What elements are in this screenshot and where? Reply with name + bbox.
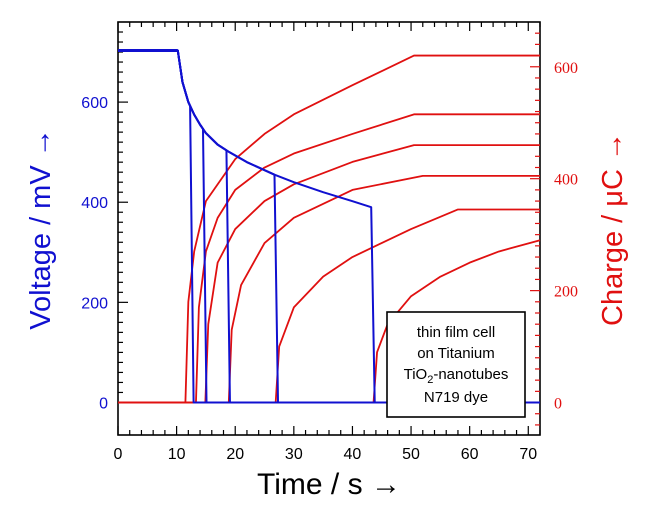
left-tick-label: 600: [81, 95, 108, 112]
left-axis-ticks: 0 200 400 600: [81, 31, 128, 412]
x-tick-label: 60: [461, 446, 479, 463]
left-tick-label: 0: [99, 395, 108, 412]
annotation-line-3: TiO2-nanotubes: [404, 366, 509, 386]
x-tick-label: 20: [226, 446, 244, 463]
left-tick-label: 200: [81, 295, 108, 312]
voltage-curve: [118, 49, 540, 404]
annotation-line-1: thin film cell: [417, 324, 495, 341]
x-axis-ticks: 0 10 20 30 40 50 60 70: [114, 22, 541, 463]
x-tick-label: 0: [114, 446, 123, 463]
x-axis-title: Time / s →: [257, 468, 401, 501]
left-tick-label: 400: [81, 195, 108, 212]
annotation-line-4: N719 dye: [424, 389, 488, 406]
charge-curve: [118, 113, 540, 404]
x-tick-label: 30: [285, 446, 303, 463]
x-tick-label: 40: [344, 446, 362, 463]
voltage-series-group: [118, 49, 540, 404]
annotation-line-3-sub: 2: [427, 374, 433, 386]
x-tick-label: 50: [402, 446, 420, 463]
right-tick-label: 200: [554, 284, 578, 301]
right-tick-label: 600: [554, 60, 578, 77]
annotation-line-3-main: TiO: [404, 366, 428, 383]
annotation-border: [386, 311, 526, 418]
x-tick-label: 10: [168, 446, 186, 463]
right-axis-ticks: 0 200 400 600: [530, 32, 578, 426]
y-axis-title-left: Voltage / mV →: [25, 128, 57, 330]
x-tick-label: 70: [519, 446, 537, 463]
y-axis-title-right: Charge / μC →: [597, 132, 629, 326]
annotation-line-2: on Titanium: [417, 345, 495, 362]
annotation-line-3-rest: -nanotubes: [433, 366, 508, 383]
annotation-box: thin film cell on Titanium TiO2-nanotube…: [386, 311, 526, 418]
right-tick-label: 400: [554, 172, 578, 189]
right-tick-label: 0: [554, 396, 562, 413]
charge-curve: [118, 54, 540, 404]
